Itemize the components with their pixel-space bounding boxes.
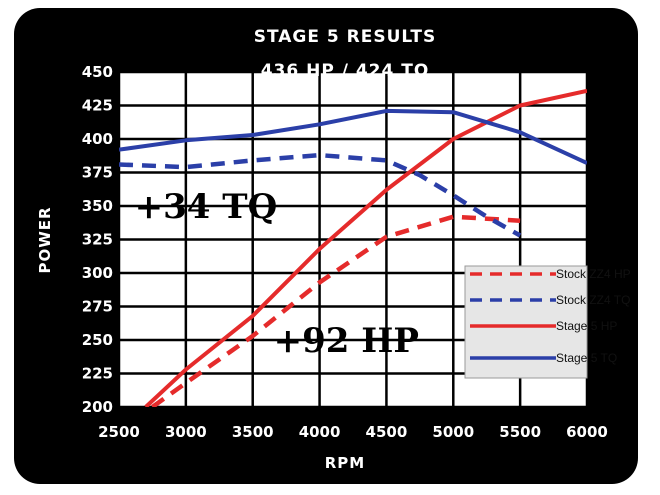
annotation-label: +34 TQ [135, 187, 278, 227]
x-tick-labels: 2500 3000 3500 4000 4500 5000 5500 6000 [98, 423, 608, 441]
x-tick-label: 4000 [299, 423, 341, 441]
y-tick-label: 250 [82, 331, 113, 349]
x-tick-label: 3000 [165, 423, 207, 441]
y-tick-label: 450 [82, 63, 113, 81]
series-line-stage-5-tq [119, 108, 587, 165]
y-tick-label: 275 [82, 298, 113, 316]
y-tick-label: 200 [82, 398, 113, 416]
x-tick-label: 3500 [232, 423, 274, 441]
series-line-stock-zz4-tq [119, 152, 522, 238]
y-tick-labels: 450 425 400 375 350 325 300 275 250 225 200 [82, 63, 113, 416]
x-tick-label: 4500 [366, 423, 408, 441]
chart-title: STAGE 5 RESULTS [254, 27, 437, 47]
y-tick-label: 350 [82, 197, 113, 215]
legend-label: Stock ZZ4 TQ [556, 293, 630, 307]
legend-label: Stock ZZ4 HP [556, 267, 631, 281]
legend-label: Stage 5 TQ [556, 351, 617, 365]
legend-label: Stage 5 HP [556, 319, 617, 333]
x-tick-label: 5000 [432, 423, 474, 441]
legend: Stock ZZ4 HP Stock ZZ4 TQ Stage 5 HP Stage … [464, 265, 631, 379]
legend-items: Stock ZZ4 HP Stock ZZ4 TQ Stage 5 HP Stage … [470, 267, 631, 365]
x-tick-label: 6000 [566, 423, 608, 441]
y-tick-label: 325 [82, 231, 113, 249]
series-layer [119, 88, 587, 407]
chart-subtitle: 436 HP / 424 TQ [261, 61, 430, 81]
x-axis-label: RPM [325, 454, 365, 472]
y-axis-label: POWER [36, 206, 54, 273]
series-line-stage-5-hp [144, 88, 587, 407]
y-tick-label: 300 [82, 264, 113, 282]
y-tick-label: 400 [82, 130, 113, 148]
annotation-layer: +34 TQ +92 HP [135, 187, 419, 361]
y-tick-label: 425 [82, 97, 113, 115]
x-tick-label: 5500 [499, 423, 541, 441]
annotation-label: +92 HP [274, 321, 419, 361]
series-line-stock-zz4-hp [151, 214, 521, 407]
y-tick-label: 225 [82, 365, 113, 383]
x-tick-label: 2500 [98, 423, 140, 441]
y-tick-label: 375 [82, 164, 113, 182]
